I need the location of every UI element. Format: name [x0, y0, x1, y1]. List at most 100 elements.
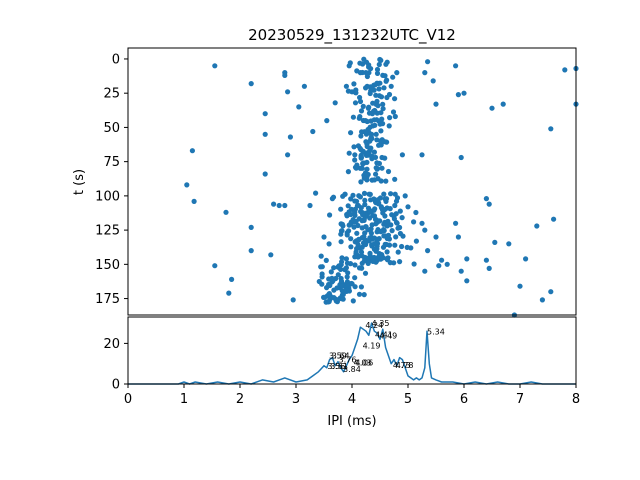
raster-point: [548, 126, 554, 132]
raster-point: [539, 297, 546, 303]
raster-point: [226, 290, 232, 296]
raster-cluster-point: [350, 114, 356, 120]
raster-cluster-point: [381, 138, 387, 145]
raster-cluster-point: [361, 216, 367, 222]
raster-point: [458, 154, 464, 161]
raster-cluster-point: [364, 159, 370, 165]
raster-cluster-point: [378, 178, 384, 184]
raster-point: [422, 268, 428, 274]
raster-cluster-point: [386, 91, 393, 98]
raster-cluster-point: [404, 244, 410, 250]
raster-cluster-point: [369, 84, 375, 90]
raster-cluster-point: [358, 133, 364, 139]
raster-cluster-point: [375, 103, 381, 109]
histogram-axes-frame: [127, 316, 577, 385]
raster-cluster-point: [382, 73, 388, 79]
raster-point: [262, 171, 268, 177]
raster-cluster-point: [354, 246, 360, 252]
peak-label: 3.64: [332, 352, 350, 361]
raster-cluster-point: [392, 176, 398, 182]
raster-cluster-point: [360, 212, 366, 218]
raster-point: [433, 234, 439, 240]
raster-cluster-point: [395, 225, 401, 231]
raster-point: [313, 190, 319, 196]
raster-cluster-point: [360, 103, 366, 109]
histogram-y-ticks: 0 20: [103, 337, 128, 393]
raster-cluster-point: [393, 211, 399, 217]
raster-cluster-point: [390, 109, 397, 115]
raster-point: [436, 263, 442, 269]
raster-cluster-point: [358, 265, 365, 271]
raster-point: [352, 152, 358, 158]
raster-cluster-point: [376, 61, 382, 68]
raster-point: [517, 283, 523, 289]
raster-cluster-point: [358, 108, 365, 114]
raster-cluster-point: [364, 171, 370, 177]
raster-cluster-point: [388, 191, 394, 197]
histogram-x-tick-label: 1: [180, 392, 188, 407]
raster-point: [551, 216, 557, 222]
raster-cluster-point: [379, 165, 385, 171]
raster-y-tick-label: 150: [95, 258, 120, 273]
raster-cluster-point: [356, 236, 362, 242]
raster-cluster-point: [386, 123, 392, 129]
raster-cluster-point: [376, 142, 382, 148]
raster-point: [548, 289, 554, 295]
raster-point: [500, 101, 506, 107]
raster-point: [296, 104, 302, 110]
ipi-histogram: 3.593.643.563.613.763.844.034.06 4.19 4.24…: [103, 316, 580, 429]
raster-cluster-point: [342, 191, 348, 197]
raster-y-tick-label: 75: [103, 155, 120, 170]
raster-cluster-point: [344, 260, 351, 266]
raster-cluster-point: [340, 291, 346, 298]
raster-point: [422, 227, 428, 233]
peak-label: 3.56: [327, 362, 345, 371]
raster-cluster-point: [386, 242, 393, 248]
raster-point: [332, 100, 338, 106]
raster-cluster-point: [358, 284, 364, 290]
raster-cluster-point: [383, 78, 389, 84]
peak-label: 4.78: [396, 361, 414, 370]
raster-cluster-point: [380, 255, 386, 261]
peak-label: 4.73: [393, 361, 411, 370]
raster-cluster-point: [375, 227, 381, 233]
raster-point: [262, 131, 268, 137]
raster-cluster-point: [371, 213, 378, 219]
raster-axes-frame: [127, 47, 577, 316]
raster-cluster-point: [368, 230, 374, 236]
raster-cluster-point: [319, 271, 325, 277]
raster-point: [453, 220, 459, 226]
raster-cluster-point: [379, 116, 385, 122]
raster-cluster-point: [316, 278, 322, 285]
histogram-x-tick-label: 4: [348, 392, 356, 407]
raster-point: [282, 72, 288, 78]
raster-point: [268, 252, 274, 258]
raster-cluster-point: [392, 96, 398, 102]
raster-point: [461, 90, 467, 96]
raster-cluster-point: [393, 234, 399, 240]
raster-point: [276, 202, 282, 209]
raster-cluster-point: [381, 233, 387, 239]
raster-cluster-point: [362, 202, 368, 208]
raster-point: [394, 70, 400, 76]
raster-cluster-point: [392, 202, 398, 209]
raster-cluster-point: [343, 265, 349, 271]
raster-cluster-point: [387, 115, 393, 121]
raster-cluster-point: [371, 196, 377, 202]
raster-point: [189, 148, 195, 154]
raster-cluster-point: [347, 221, 353, 227]
raster-cluster-point: [356, 291, 363, 297]
histogram-x-tick-label: 0: [124, 392, 132, 407]
raster-cluster-point: [331, 287, 337, 293]
raster-cluster-point: [371, 177, 378, 183]
raster-points: [184, 56, 579, 318]
raster-cluster-point: [384, 249, 390, 255]
peak-label: 5.34: [427, 327, 445, 336]
raster-point: [248, 224, 254, 230]
raster-cluster-point: [392, 113, 398, 120]
raster-cluster-point: [364, 166, 370, 172]
raster-cluster-point: [367, 191, 373, 197]
histogram-line: [128, 322, 576, 385]
raster-cluster-point: [376, 86, 382, 92]
